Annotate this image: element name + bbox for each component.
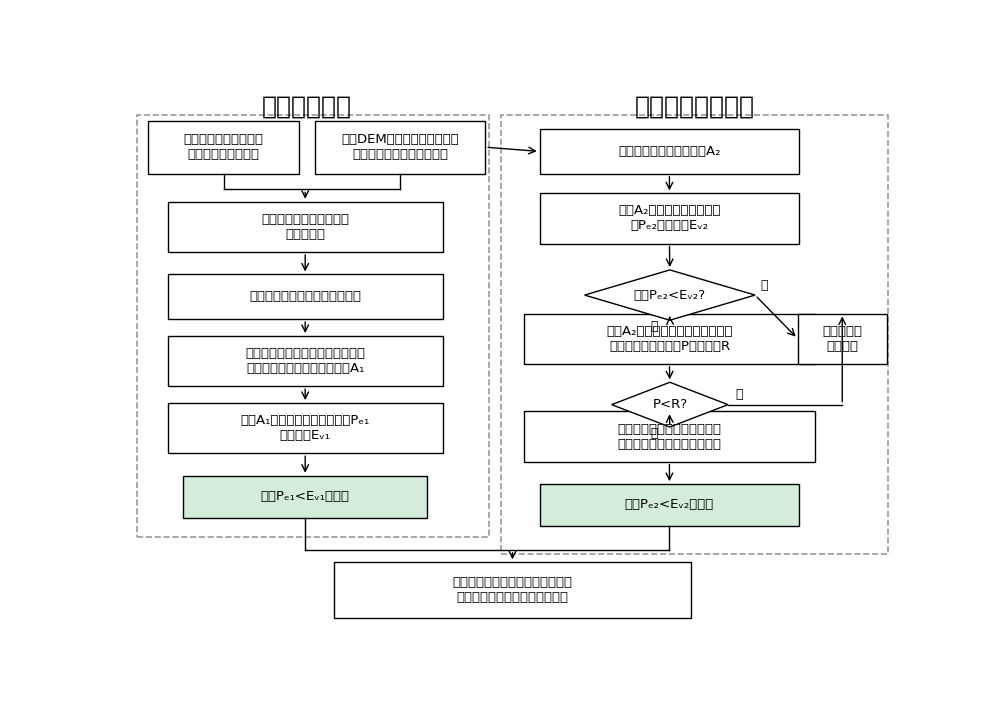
FancyBboxPatch shape [315,121,485,174]
Text: 计算A₂范围内的面上有效降
水Pₑ₂和蒸腾量Eᵥ₂: 计算A₂范围内的面上有效降 水Pₑ₂和蒸腾量Eᵥ₂ [618,205,721,232]
Text: 获得冰川边界与流域边界
的两个交点: 获得冰川边界与流域边界 的两个交点 [261,213,349,241]
FancyBboxPatch shape [540,484,799,526]
FancyBboxPatch shape [183,476,427,518]
FancyBboxPatch shape [798,314,887,364]
FancyBboxPatch shape [168,403,443,453]
Text: 是: 是 [651,427,658,440]
FancyBboxPatch shape [334,562,691,619]
Text: 存在Pₑ₂<Eᵥ₂?: 存在Pₑ₂<Eᵥ₂? [634,288,706,301]
Text: 说明河道中的径流组成含有冰
川融水，并通过侧渗补给草场: 说明河道中的径流组成含有冰 川融水，并通过侧渗补给草场 [617,423,721,451]
Text: 坡面冰川草场: 坡面冰川草场 [262,94,352,118]
Text: P<R?: P<R? [652,398,687,411]
FancyBboxPatch shape [168,274,443,319]
Text: 计算A₁范围内的面上有效降水Pₑ₁
和蒸腾量Eᵥ₁: 计算A₁范围内的面上有效降水Pₑ₁ 和蒸腾量Eᵥ₁ [241,414,370,442]
Text: 通过遥感或土地利用图
获取冰川的轮廓范围: 通过遥感或土地利用图 获取冰川的轮廓范围 [184,133,264,161]
Text: 得到以冰川下边界、两条流向轨迹
线、河流为界的坡面径流范围A₁: 得到以冰川下边界、两条流向轨迹 线、河流为界的坡面径流范围A₁ [245,347,365,375]
FancyBboxPatch shape [524,412,815,462]
Text: 提取Pₑ₂<Eᵥ₂的范围: 提取Pₑ₂<Eᵥ₂的范围 [625,499,714,512]
Text: 选取干流所在的流域范围A₂: 选取干流所在的流域范围A₂ [618,145,721,158]
FancyBboxPatch shape [148,121,299,174]
Text: 河流两侧冰川草场: 河流两侧冰川草场 [635,94,755,118]
FancyBboxPatch shape [168,202,443,252]
FancyBboxPatch shape [540,129,799,174]
Text: 通过DEM提取冰川某一侧所在
的流域及流域内的主要河流: 通过DEM提取冰川某一侧所在 的流域及流域内的主要河流 [341,133,459,161]
Text: 提取Pₑ₁<Eᵥ₁的范围: 提取Pₑ₁<Eᵥ₁的范围 [261,490,350,503]
Polygon shape [585,270,755,320]
Text: 说明A₂内有降水以外的水源补给，
计算流域内的降水量P和径流量R: 说明A₂内有降水以外的水源补给， 计算流域内的降水量P和径流量R [606,325,733,353]
Text: 否: 否 [761,279,768,292]
FancyBboxPatch shape [540,193,799,244]
FancyBboxPatch shape [524,314,815,364]
Text: 否: 否 [736,388,743,401]
Polygon shape [612,383,728,427]
FancyBboxPatch shape [168,336,443,386]
Text: 河流两侧无
冰川草场: 河流两侧无 冰川草场 [822,325,862,353]
Text: 计算所述交点的融水流向轨迹线: 计算所述交点的融水流向轨迹线 [249,290,361,303]
Text: 是: 是 [651,320,658,333]
Text: 叠加土地利用图，获取上述两范围
内的草地部分即为冰川草场范围: 叠加土地利用图，获取上述两范围 内的草地部分即为冰川草场范围 [452,576,572,604]
